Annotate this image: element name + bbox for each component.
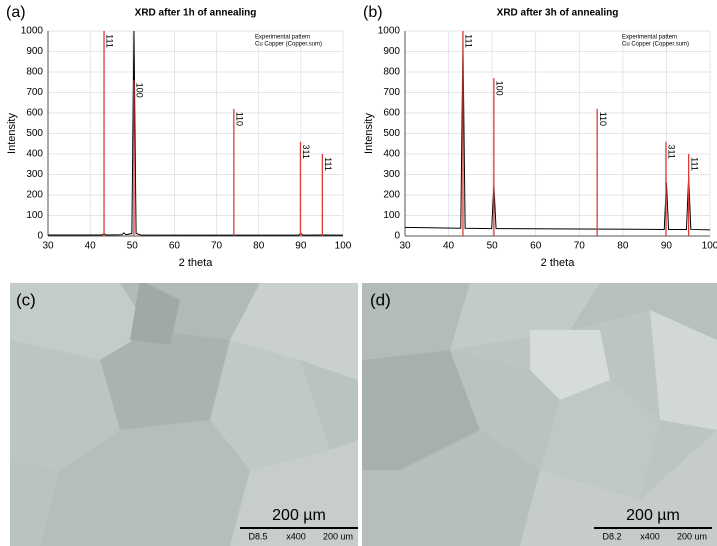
legend-entry: Experimental pattern (255, 35, 310, 41)
x-tick-label: 80 (253, 241, 265, 252)
x-tick-label: 40 (85, 241, 97, 252)
x-tick-label: 100 (702, 241, 717, 252)
reference-label: 311 (301, 145, 311, 159)
y-tick-label: 700 (26, 87, 43, 98)
x-tick-label: 70 (211, 241, 223, 252)
y-tick-label: 500 (26, 128, 43, 139)
x-tick-label: 50 (487, 241, 499, 252)
legend-entry: Cu Copper (Copper.sum) (622, 42, 689, 48)
y-tick-label: 100 (383, 210, 400, 221)
y-tick-label: 600 (26, 108, 43, 119)
y-tick-label: 300 (383, 169, 400, 180)
y-tick-label: 500 (383, 128, 400, 139)
x-tick-label: 80 (617, 241, 629, 252)
y-tick-label: 1000 (21, 26, 44, 37)
x-axis-label: 2 theta (541, 257, 576, 269)
info: D8.5 (248, 531, 267, 541)
x-axis-label: 2 theta (179, 257, 214, 269)
x-tick-label: 60 (169, 241, 181, 252)
reference-label: 111 (689, 157, 699, 171)
y-tick-label: 600 (383, 108, 400, 119)
reference-label: 311 (667, 145, 677, 159)
x-tick-label: 70 (574, 241, 586, 252)
legend-entry: Cu Copper (Copper.sum) (255, 42, 322, 48)
y-tick-label: 900 (383, 46, 400, 57)
micrograph-c (10, 283, 358, 546)
x-tick-label: 60 (530, 241, 542, 252)
info: x400 (286, 531, 306, 541)
y-tick-label: 400 (26, 149, 43, 160)
x-tick-label: 90 (295, 241, 307, 252)
info: 200 um (323, 531, 353, 541)
pattern-line (404, 41, 711, 231)
scale-bar-label: 200 µm (626, 507, 680, 524)
reference-label: 100 (495, 81, 505, 96)
info: x400 (640, 531, 660, 541)
x-tick-label: 90 (661, 241, 673, 252)
chart-title: XRD after 1h of annealing (135, 8, 257, 19)
info: D8.2 (602, 531, 621, 541)
reference-label: 111 (323, 157, 333, 171)
y-tick-label: 400 (383, 149, 400, 160)
x-tick-label: 30 (399, 241, 411, 252)
reference-label: 111 (464, 34, 474, 48)
x-tick-label: 50 (127, 241, 139, 252)
panel-label: (c) (16, 290, 36, 309)
panel-label: (d) (370, 290, 391, 309)
y-tick-label: 200 (383, 190, 400, 201)
y-tick-label: 200 (26, 190, 43, 201)
panel-label: (b) (363, 4, 383, 21)
x-tick-label: 100 (335, 241, 352, 252)
y-tick-label: 300 (26, 169, 43, 180)
micrograph-d (362, 283, 717, 546)
y-tick-label: 100 (26, 210, 43, 221)
y-axis-label: Intensity (6, 113, 18, 154)
panel-label: (a) (6, 4, 26, 21)
pattern-line (48, 30, 344, 236)
chart-title: XRD after 3h of annealing (497, 8, 619, 19)
y-tick-label: 900 (26, 46, 43, 57)
x-tick-label: 40 (443, 241, 455, 252)
reference-label: 100 (135, 83, 145, 98)
legend-entry: Experimental pattern (622, 35, 677, 41)
y-tick-label: 700 (383, 87, 400, 98)
y-axis-label: Intensity (363, 113, 375, 154)
reference-label: 111 (105, 34, 115, 48)
y-tick-label: 0 (394, 231, 400, 242)
scale-bar-label: 200 µm (272, 507, 326, 524)
y-tick-label: 0 (37, 231, 43, 242)
y-tick-label: 1000 (378, 26, 401, 37)
y-tick-label: 800 (26, 67, 43, 78)
info: 200 um (677, 531, 707, 541)
y-tick-label: 800 (383, 67, 400, 78)
x-tick-label: 30 (42, 241, 54, 252)
reference-label: 110 (234, 112, 244, 126)
reference-label: 110 (598, 112, 608, 126)
